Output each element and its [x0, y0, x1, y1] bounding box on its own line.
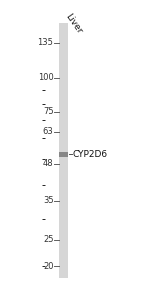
- Text: 20: 20: [43, 261, 53, 271]
- Text: 135: 135: [38, 38, 53, 47]
- Text: 75: 75: [43, 107, 53, 116]
- Text: 100: 100: [38, 73, 53, 82]
- Text: 25: 25: [43, 236, 53, 245]
- Text: Liver: Liver: [64, 11, 84, 35]
- Text: 35: 35: [43, 196, 53, 205]
- Bar: [59, 23, 68, 278]
- Bar: [59, 152, 68, 157]
- Text: 48: 48: [43, 159, 53, 168]
- Text: 63: 63: [43, 127, 53, 136]
- Text: CYP2D6: CYP2D6: [72, 150, 107, 159]
